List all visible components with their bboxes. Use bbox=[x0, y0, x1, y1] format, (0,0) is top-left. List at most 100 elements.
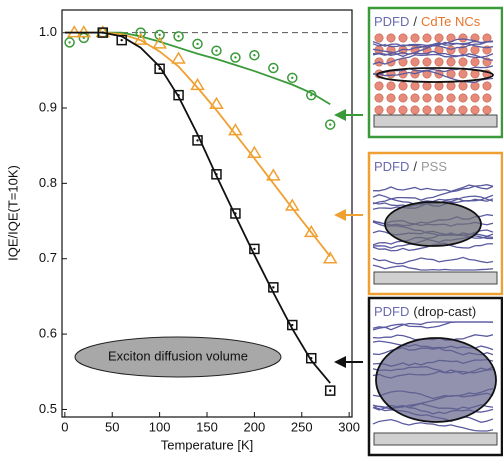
data-point bbox=[171, 51, 186, 64]
point-dot bbox=[272, 66, 275, 70]
nanocrystal bbox=[470, 93, 480, 103]
nanocrystal bbox=[398, 105, 408, 115]
inset-label: PDFD (drop-cast) bbox=[374, 304, 476, 319]
y-axis-label: IQE/IQE(T=10K) bbox=[5, 165, 20, 261]
nanocrystal bbox=[434, 33, 444, 43]
y-tick-label: 0.6 bbox=[39, 326, 57, 341]
data-point bbox=[305, 352, 317, 364]
nanocrystal bbox=[386, 105, 396, 115]
nanocrystal bbox=[482, 81, 492, 91]
data-point bbox=[324, 385, 336, 396]
nanocrystal bbox=[482, 93, 492, 103]
point-dot bbox=[234, 56, 237, 59]
nanocrystal bbox=[446, 57, 456, 67]
point-dot bbox=[177, 93, 180, 97]
inset-label-part: CdTe NCs bbox=[421, 14, 481, 29]
nanocrystal bbox=[434, 81, 444, 91]
nanocrystal bbox=[386, 93, 396, 103]
data-point bbox=[230, 52, 241, 63]
point-dot bbox=[101, 31, 104, 34]
nanocrystal bbox=[398, 33, 408, 43]
nanocrystal bbox=[458, 105, 468, 115]
polymer-chain bbox=[372, 184, 494, 193]
y-tick-label: 1.0 bbox=[39, 24, 57, 39]
nanocrystal bbox=[374, 81, 384, 91]
nanocrystal bbox=[422, 57, 432, 67]
polymer-chain bbox=[372, 41, 494, 56]
data-point bbox=[268, 62, 279, 74]
nanocrystal bbox=[374, 33, 384, 43]
point-dot bbox=[310, 357, 313, 360]
nanocrystal bbox=[410, 93, 420, 103]
point-dot bbox=[215, 49, 218, 52]
nanocrystal bbox=[458, 57, 468, 67]
nanocrystal bbox=[410, 105, 420, 115]
data-point bbox=[211, 169, 222, 180]
nanocrystal bbox=[410, 81, 420, 91]
substrate bbox=[373, 271, 498, 285]
fit-line bbox=[64, 31, 331, 384]
polymer-chain bbox=[372, 321, 493, 329]
data-point bbox=[192, 135, 203, 146]
point-dot bbox=[234, 212, 237, 215]
x-tick-label: 100 bbox=[149, 419, 171, 434]
point-dot bbox=[120, 38, 123, 42]
y-tick-label: 0.9 bbox=[39, 99, 57, 114]
nanocrystal bbox=[470, 81, 480, 91]
nanocrystal bbox=[434, 105, 444, 115]
data-point bbox=[76, 25, 92, 38]
x-tick-label: 300 bbox=[338, 419, 360, 434]
data-point bbox=[284, 198, 300, 211]
nanocrystal bbox=[410, 33, 420, 43]
nanocrystal bbox=[458, 69, 468, 79]
data-point bbox=[266, 168, 281, 181]
inset-label-part: PDFD bbox=[374, 159, 409, 174]
point-dot bbox=[253, 54, 256, 57]
data-point bbox=[228, 123, 243, 136]
point-dot bbox=[253, 247, 256, 251]
nanocrystal bbox=[410, 57, 420, 67]
x-tick-label: 150 bbox=[196, 419, 218, 434]
data-point bbox=[190, 77, 205, 91]
nanocrystal bbox=[458, 33, 468, 43]
arrow-head bbox=[334, 209, 346, 221]
nanocrystal bbox=[434, 57, 444, 67]
data-point bbox=[287, 72, 298, 84]
nanocrystal bbox=[422, 81, 432, 91]
annotation-ellipse bbox=[74, 336, 282, 378]
inset: PDFD / PSS bbox=[367, 151, 503, 296]
data-point bbox=[173, 89, 184, 101]
data-point bbox=[133, 32, 148, 45]
nanocrystal bbox=[386, 33, 396, 43]
data-point bbox=[324, 119, 336, 130]
data-point bbox=[287, 319, 298, 331]
nanocrystal bbox=[422, 105, 432, 115]
data-point bbox=[303, 224, 319, 238]
nanocrystal bbox=[446, 81, 456, 91]
nanocrystal bbox=[482, 105, 492, 115]
point-dot bbox=[158, 33, 161, 37]
inset: PDFD (drop-cast) bbox=[367, 296, 503, 457]
diffusion-volume bbox=[376, 67, 494, 83]
inset-label-part: PSS bbox=[421, 159, 447, 174]
nanocrystal bbox=[446, 105, 456, 115]
point-dot bbox=[68, 41, 71, 44]
diffusion-volume bbox=[384, 201, 482, 247]
point-dot bbox=[310, 93, 313, 97]
point-dot bbox=[272, 286, 275, 289]
y-tick-label: 0.5 bbox=[39, 401, 57, 416]
nanocrystal bbox=[398, 93, 408, 103]
arrow-head bbox=[334, 356, 346, 368]
x-axis-label: Temperature [K] bbox=[161, 437, 254, 452]
data-point bbox=[268, 282, 279, 293]
point-dot bbox=[329, 123, 332, 126]
data-point bbox=[247, 145, 262, 158]
x-tick-label: 250 bbox=[291, 419, 313, 434]
nanocrystal bbox=[422, 93, 432, 103]
data-point bbox=[192, 38, 203, 50]
data-point bbox=[249, 243, 260, 255]
inset-label-part: PDFD bbox=[374, 304, 409, 319]
point-dot bbox=[291, 323, 294, 327]
point-dot bbox=[196, 139, 199, 142]
